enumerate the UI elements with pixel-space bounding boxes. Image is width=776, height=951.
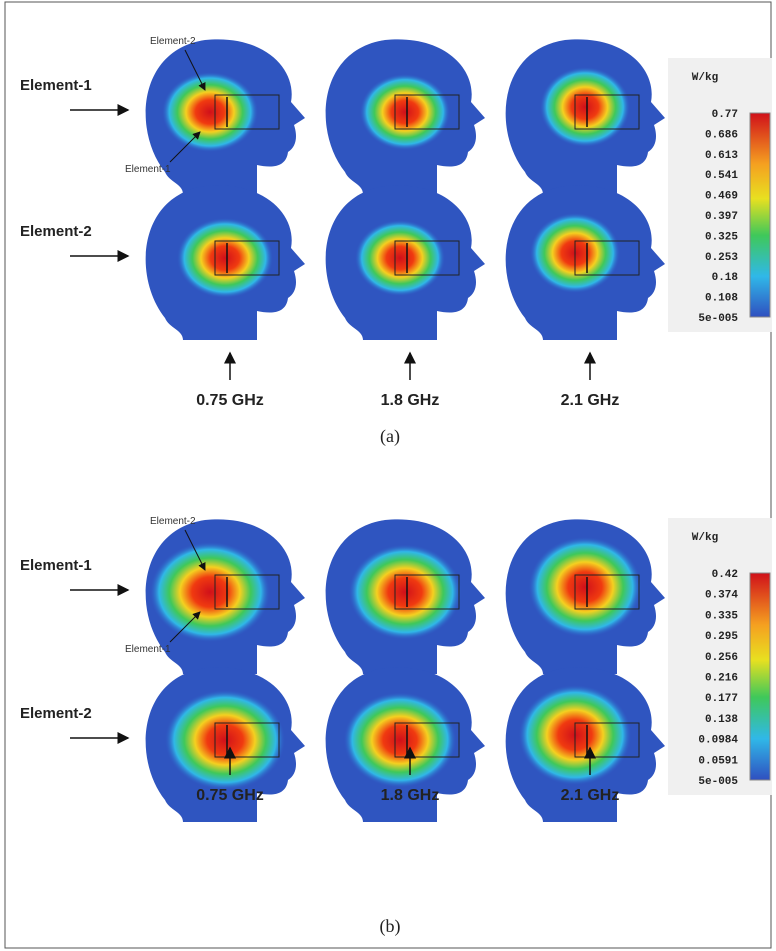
row-label: Element-2 — [20, 705, 92, 722]
sar-hotspot — [529, 537, 642, 637]
colorbar-tick-label: 0.216 — [705, 673, 738, 685]
colorbar — [750, 113, 770, 317]
frequency-label: 2.1 GHz — [561, 787, 620, 804]
frequency-label: 0.75 GHz — [196, 787, 264, 804]
caption: (a) — [380, 426, 400, 447]
sar-hotspot — [165, 690, 285, 790]
colorbar-unit: W/kg — [692, 72, 718, 84]
head — [326, 39, 485, 194]
sar-hotspot — [540, 67, 630, 147]
colorbar-tick-label: 0.256 — [705, 652, 738, 664]
sar-hotspot — [360, 74, 450, 150]
colorbar-tick-label: 0.0984 — [698, 735, 738, 747]
colorbar-unit: W/kg — [692, 532, 718, 544]
colorbar-tick-label: 0.613 — [705, 150, 738, 162]
colorbar-tick-label: 0.374 — [705, 590, 738, 602]
annotation: Element-2 — [150, 36, 196, 47]
head — [326, 185, 485, 340]
sar-hotspot — [355, 220, 445, 296]
colorbar-tick-label: 0.335 — [705, 610, 738, 622]
annotation: Element-1 — [125, 644, 171, 655]
colorbar — [750, 573, 770, 780]
colorbar-tick-label: 0.0591 — [698, 755, 738, 767]
colorbar-tick-label: 0.397 — [705, 211, 738, 223]
colorbar-tick-label: 0.541 — [705, 170, 738, 182]
frequency-label: 0.75 GHz — [196, 392, 264, 409]
colorbar-tick-label: 0.77 — [712, 109, 738, 121]
colorbar-tick-label: 5e-005 — [698, 776, 738, 788]
annotation: Element-2 — [150, 516, 196, 527]
colorbar-tick-label: 0.253 — [705, 252, 738, 264]
sar-hotspot — [162, 72, 258, 152]
head — [506, 519, 665, 674]
colorbar-tick-label: 0.18 — [712, 272, 739, 284]
sar-hotspot — [150, 542, 270, 642]
frequency-label: 1.8 GHz — [381, 392, 440, 409]
head — [326, 519, 485, 674]
figure: Element-1 Element-2 Element-2 Element-1 0.75… — [0, 0, 776, 951]
colorbar-tick-label: 0.42 — [712, 569, 738, 581]
sar-hotspot — [177, 218, 273, 298]
sar-hotspot — [344, 693, 457, 788]
colorbar-tick-label: 0.325 — [705, 231, 738, 243]
frequency-label: 2.1 GHz — [561, 392, 620, 409]
frequency-label: 1.8 GHz — [381, 787, 440, 804]
head — [506, 185, 665, 340]
row-label: Element-2 — [20, 223, 92, 240]
head — [506, 39, 665, 194]
head — [146, 185, 305, 340]
caption: (b) — [380, 916, 401, 937]
colorbar-tick-label: 0.469 — [705, 191, 738, 203]
row-label: Element-1 — [20, 557, 92, 574]
sar-hotspot — [349, 545, 462, 640]
colorbar-tick-label: 0.138 — [705, 714, 738, 726]
colorbar-tick-label: 0.686 — [705, 129, 738, 141]
colorbar-tick-label: 5e-005 — [698, 313, 738, 325]
colorbar-tick-label: 0.108 — [705, 293, 738, 305]
colorbar-tick-label: 0.177 — [705, 693, 738, 705]
row-label: Element-1 — [20, 77, 92, 94]
colorbar-tick-label: 0.295 — [705, 631, 738, 643]
annotation: Element-1 — [125, 164, 171, 175]
